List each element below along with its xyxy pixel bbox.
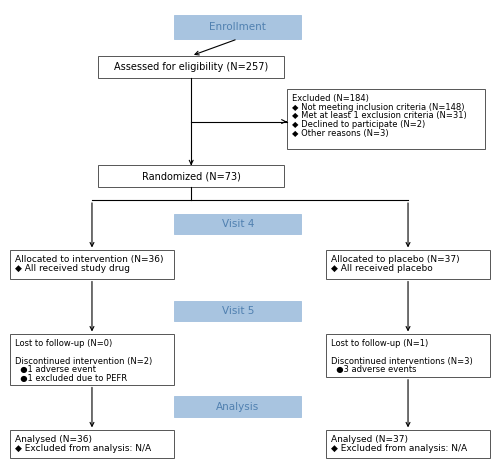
Text: ◆ Excluded from analysis: N/A: ◆ Excluded from analysis: N/A — [15, 445, 151, 453]
Text: ●3 adverse events: ●3 adverse events — [331, 365, 416, 374]
FancyBboxPatch shape — [326, 250, 490, 279]
FancyBboxPatch shape — [326, 335, 490, 377]
Text: ●1 adverse event: ●1 adverse event — [15, 365, 96, 374]
Text: ◆ All received study drug: ◆ All received study drug — [15, 265, 130, 274]
Text: ◆ All received placebo: ◆ All received placebo — [331, 265, 432, 274]
Text: ◆ Other reasons (N=3): ◆ Other reasons (N=3) — [292, 129, 388, 138]
Text: Analysed (N=36): Analysed (N=36) — [15, 435, 92, 444]
Text: Visit 5: Visit 5 — [222, 306, 254, 315]
FancyBboxPatch shape — [174, 397, 302, 417]
Text: Assessed for eligibility (N=257): Assessed for eligibility (N=257) — [114, 62, 268, 72]
FancyBboxPatch shape — [174, 15, 302, 39]
FancyBboxPatch shape — [10, 250, 174, 279]
Text: Analysed (N=37): Analysed (N=37) — [331, 435, 408, 444]
Text: ◆ Declined to participate (N=2): ◆ Declined to participate (N=2) — [292, 120, 425, 129]
Text: Visit 4: Visit 4 — [222, 219, 254, 229]
Text: ◆ Not meeting inclusion criteria (N=148): ◆ Not meeting inclusion criteria (N=148) — [292, 103, 464, 111]
Text: Enrollment: Enrollment — [210, 22, 266, 32]
Text: Discontinued intervention (N=2): Discontinued intervention (N=2) — [15, 356, 152, 366]
Text: Excluded (N=184): Excluded (N=184) — [292, 94, 368, 103]
FancyBboxPatch shape — [98, 56, 284, 78]
Text: Lost to follow-up (N=0): Lost to follow-up (N=0) — [15, 339, 112, 348]
Text: ◆ Met at least 1 exclusion criteria (N=31): ◆ Met at least 1 exclusion criteria (N=3… — [292, 111, 467, 120]
Text: Lost to follow-up (N=1): Lost to follow-up (N=1) — [331, 339, 428, 348]
FancyBboxPatch shape — [10, 430, 174, 458]
Text: Allocated to intervention (N=36): Allocated to intervention (N=36) — [15, 255, 164, 264]
Text: ◆ Excluded from analysis: N/A: ◆ Excluded from analysis: N/A — [331, 445, 467, 453]
Text: Analysis: Analysis — [216, 402, 260, 411]
Text: Allocated to placebo (N=37): Allocated to placebo (N=37) — [331, 255, 460, 264]
Text: Discontinued interventions (N=3): Discontinued interventions (N=3) — [331, 356, 472, 366]
FancyBboxPatch shape — [326, 430, 490, 458]
FancyBboxPatch shape — [287, 89, 485, 149]
FancyBboxPatch shape — [174, 301, 302, 321]
FancyBboxPatch shape — [10, 335, 174, 384]
FancyBboxPatch shape — [174, 214, 302, 234]
Text: ●1 excluded due to PEFR: ●1 excluded due to PEFR — [15, 374, 127, 383]
Text: Randomized (N=73): Randomized (N=73) — [142, 171, 240, 181]
FancyBboxPatch shape — [98, 165, 284, 187]
